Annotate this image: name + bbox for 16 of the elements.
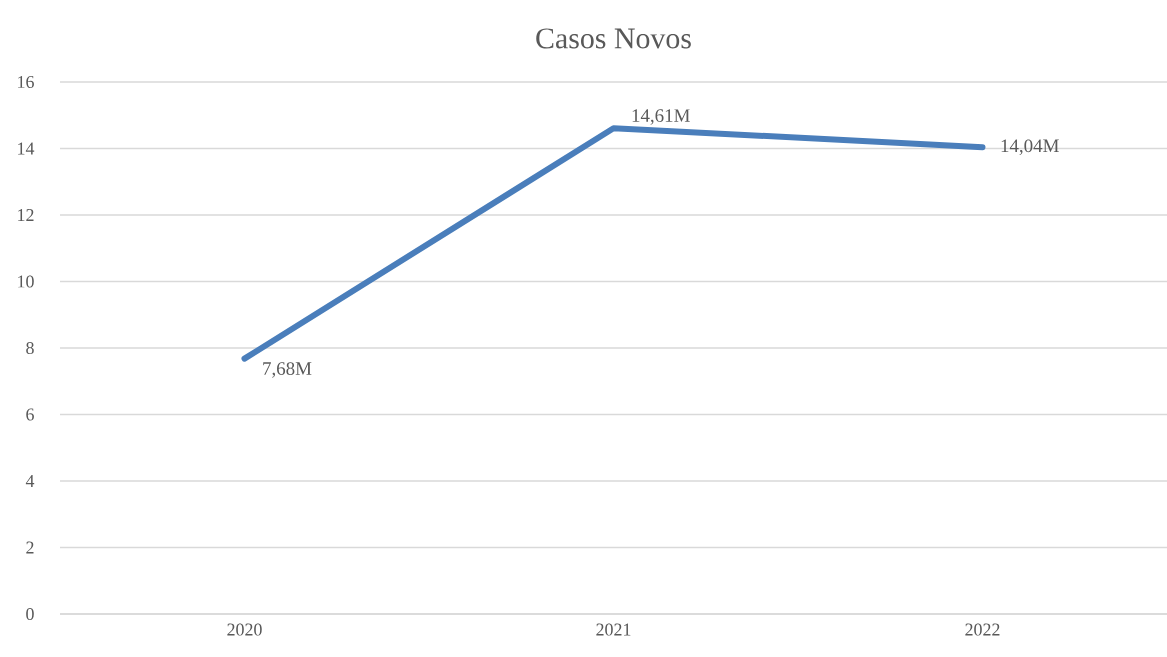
y-tick-label: 16 [18, 75, 34, 89]
data-label: 7,68M [263, 362, 312, 378]
y-tick-label: 10 [18, 275, 34, 288]
x-tick-label: 2020 [227, 623, 262, 636]
y-tick-label: 6 [26, 408, 34, 421]
y-tick-label: 12 [18, 209, 34, 221]
chart-title: Casos Novos [536, 28, 691, 49]
data-label: 14,61M [632, 109, 690, 125]
y-tick-label: 0 [26, 607, 34, 621]
data-label: 14,04M [1001, 139, 1059, 155]
y-tick-label: 2 [26, 541, 34, 554]
x-tick-label: 2021 [596, 623, 631, 636]
y-tick-label: 4 [25, 475, 35, 487]
y-tick-label: 14 [18, 142, 35, 155]
y-tick-label: 8 [26, 341, 34, 355]
x-tick-label: 2022 [965, 623, 1000, 636]
